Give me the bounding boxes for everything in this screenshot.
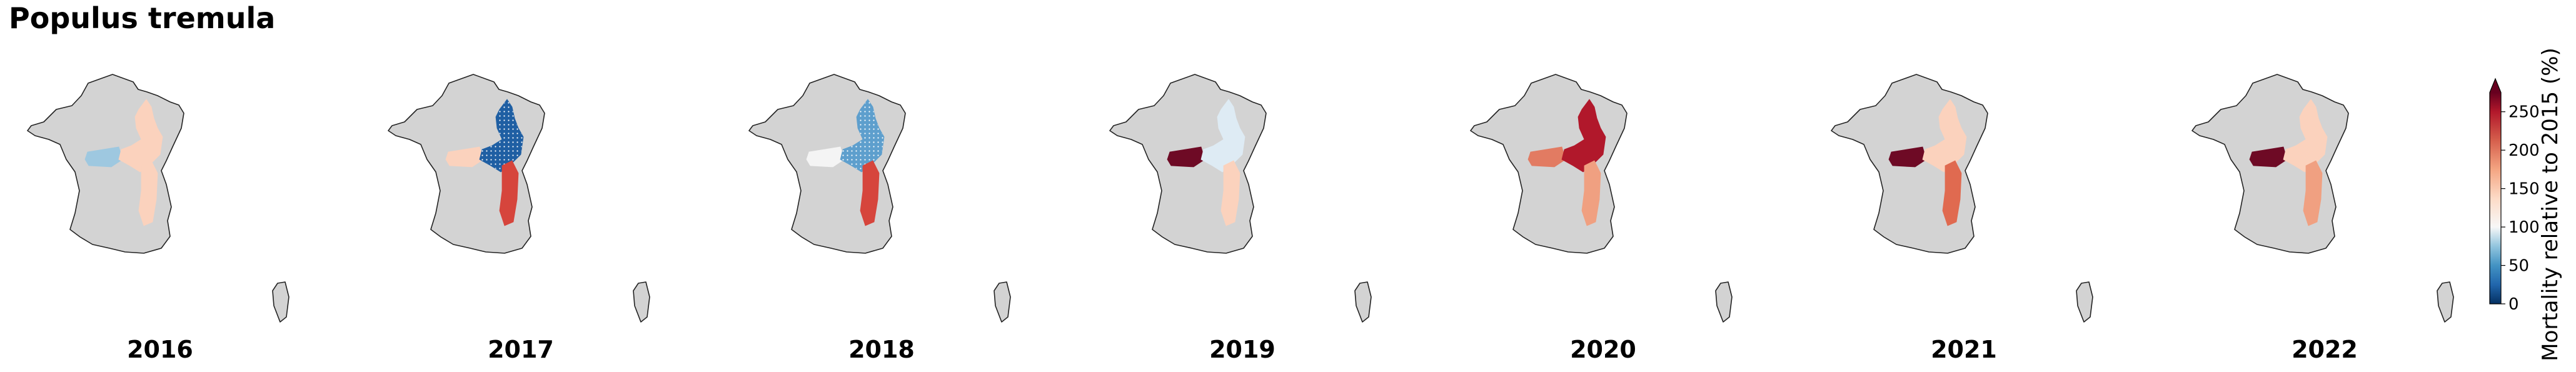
region-east xyxy=(860,160,880,226)
colorbar-tick-label: 50 xyxy=(2508,257,2529,276)
corsica xyxy=(2076,281,2093,323)
region-east xyxy=(138,160,158,226)
map-panel-2022 xyxy=(2191,74,2454,323)
region-north-east-hatching xyxy=(840,99,884,172)
colorbar-tick-label: 100 xyxy=(2508,218,2540,237)
corsica xyxy=(994,281,1011,323)
corsica xyxy=(633,281,650,323)
region-east xyxy=(1942,160,1962,226)
colorbar-tick-label: 0 xyxy=(2508,295,2519,314)
colorbar-tick-label: 150 xyxy=(2508,180,2540,199)
region-east xyxy=(2303,160,2323,226)
colorbar-tick-label: 200 xyxy=(2508,141,2540,160)
region-west-centre xyxy=(445,146,484,168)
region-north-east-hatching xyxy=(480,99,523,172)
year-label-2016: 2016 xyxy=(127,336,193,363)
corsica xyxy=(1715,281,1733,323)
region-west-centre xyxy=(1167,146,1205,168)
year-label-2018: 2018 xyxy=(848,336,915,363)
year-label-2020: 2020 xyxy=(1570,336,1636,363)
map-panel-2021 xyxy=(1831,74,2093,323)
map-panel-2018 xyxy=(748,74,1011,323)
colorbar-extend-arrow xyxy=(2490,79,2501,93)
corsica xyxy=(2437,281,2454,323)
region-west-centre xyxy=(2249,146,2288,168)
colorbar-gradient xyxy=(2490,93,2501,304)
map-panel-2016 xyxy=(27,74,289,323)
region-west-centre xyxy=(1527,146,1566,168)
colorbar-outline xyxy=(2489,78,2502,304)
figure-title: Populus tremula xyxy=(9,1,276,35)
region-north-east xyxy=(1561,99,1606,173)
region-east xyxy=(1220,160,1240,226)
region-east xyxy=(1581,160,1601,226)
year-label-2017: 2017 xyxy=(488,336,554,363)
region-north-east xyxy=(118,99,163,173)
colorbar-tick-label: 250 xyxy=(2508,103,2540,122)
corsica xyxy=(1354,281,1372,323)
year-label-2019: 2019 xyxy=(1209,336,1275,363)
region-west-centre xyxy=(84,146,123,168)
region-north-east xyxy=(2283,99,2328,173)
colorbar-label: Mortality relative to 2015 (%) xyxy=(2538,48,2563,361)
corsica xyxy=(272,281,289,323)
map-panel-2019 xyxy=(1109,74,1372,323)
region-north-east xyxy=(1200,99,1245,173)
region-north-east xyxy=(1922,99,1967,173)
map-panel-2017 xyxy=(388,74,650,323)
year-label-2021: 2021 xyxy=(1931,336,1997,363)
map-panel-2020 xyxy=(1470,74,1733,323)
region-west-centre xyxy=(806,146,845,168)
year-label-2022: 2022 xyxy=(2292,336,2358,363)
region-east xyxy=(499,160,519,226)
region-west-centre xyxy=(1888,146,1927,168)
